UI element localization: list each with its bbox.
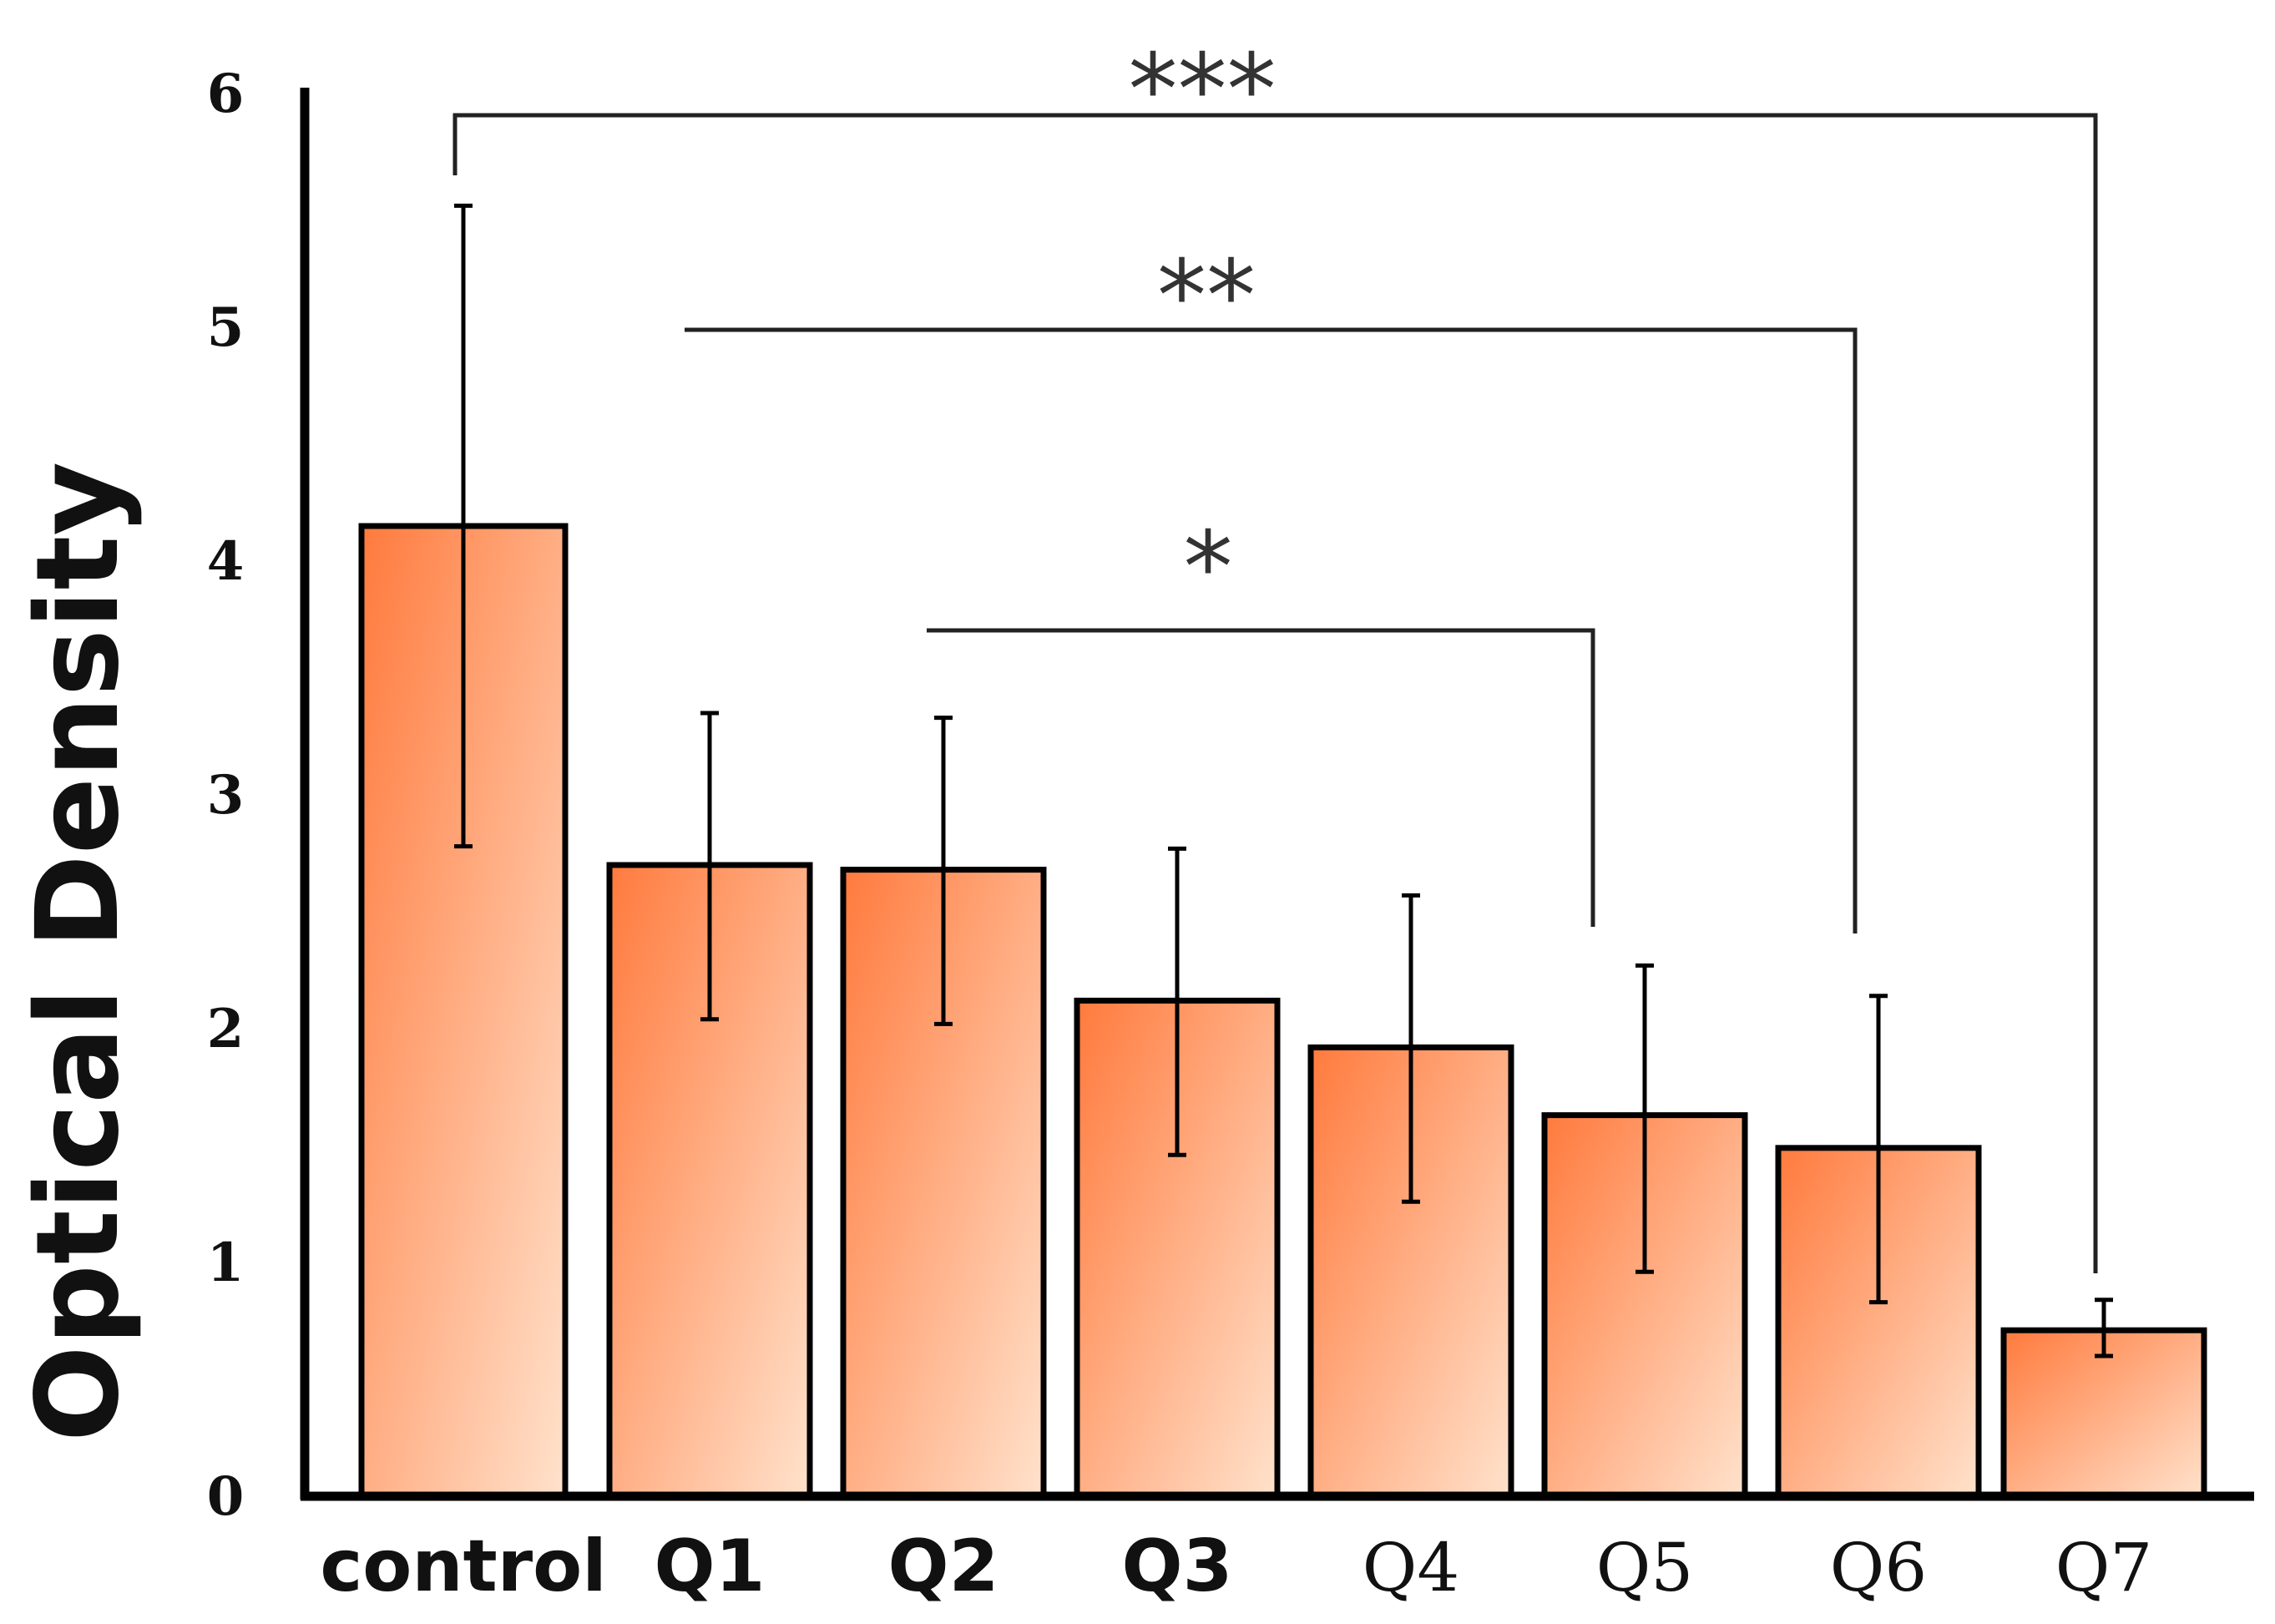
significance-layer: ******	[452, 32, 2098, 1273]
x-category-label-q2: Q2	[888, 1525, 999, 1608]
axes-layer	[300, 88, 2254, 1501]
x-category-label-q4: Q4	[1362, 1529, 1459, 1606]
y-ticks-layer: 0 1 2 3 4 5 6	[207, 63, 245, 1528]
significance-label-3: *	[1184, 509, 1233, 625]
significance-bracket-1	[452, 113, 2098, 1273]
y-tick-label-4: 4	[207, 530, 245, 593]
bars-layer	[358, 523, 2207, 1500]
error-bars-layer	[454, 203, 2113, 1358]
significance-label-1: ***	[1129, 32, 1277, 147]
y-axis-title: Optical Density	[13, 462, 144, 1442]
y-tick-label-0: 0	[207, 1465, 245, 1528]
y-tick-label-1: 1	[207, 1232, 245, 1294]
bar-q3	[1074, 997, 1281, 1500]
x-category-label-q6: Q6	[1830, 1529, 1927, 1606]
y-tick-label-5: 5	[207, 296, 245, 359]
x-category-label-q1: Q1	[655, 1525, 766, 1608]
y-tick-label-2: 2	[207, 998, 245, 1060]
y-tick-label-3: 3	[207, 764, 245, 827]
significance-bracket-2	[685, 327, 1858, 933]
significance-label-2: **	[1157, 238, 1256, 353]
x-category-label-control: control	[320, 1525, 606, 1608]
x-category-label-q3: Q3	[1122, 1525, 1233, 1608]
x-category-label-q5: Q5	[1596, 1529, 1693, 1606]
significance-bracket-3	[927, 628, 1595, 927]
x-category-label-q7: Q7	[2055, 1529, 2152, 1606]
y-tick-label-6: 6	[207, 63, 245, 125]
x-categories-layer: control Q1 Q2 Q3 Q4 Q5 Q6 Q7	[320, 1525, 2152, 1608]
